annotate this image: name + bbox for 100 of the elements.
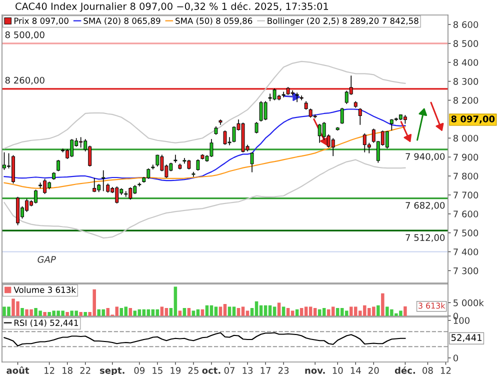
x-tick-label: 09 <box>134 367 145 374</box>
bar <box>205 305 209 316</box>
legend-label: SMA (20) 8 065,89 <box>84 18 160 25</box>
y-tick-label: 8 400 <box>453 59 478 66</box>
bar <box>43 312 46 316</box>
candlestick <box>264 100 268 121</box>
candlestick <box>56 159 60 172</box>
bar <box>174 286 178 316</box>
bar <box>187 308 191 316</box>
text: 52,441 <box>451 334 482 342</box>
candlestick <box>102 170 106 192</box>
legend-label: Bollinger (20 2,5) 8 289,20 7 842,58 <box>268 18 418 26</box>
y-tick-label: 0 <box>453 354 458 362</box>
candlestick <box>92 177 96 193</box>
bar <box>326 309 330 316</box>
bar <box>151 309 155 316</box>
x-tick-label: 19 <box>170 367 181 374</box>
bar <box>115 306 118 316</box>
bar <box>164 308 168 316</box>
bar <box>376 305 380 316</box>
bar <box>160 306 164 316</box>
x-tick-label: août <box>6 366 30 374</box>
line-series <box>4 108 406 182</box>
annotation: GAP <box>38 256 56 263</box>
bar <box>84 312 87 316</box>
y-tick-label: 7 700 <box>454 192 478 198</box>
y-tick-label: 5 000k <box>454 299 484 306</box>
candlestick <box>106 183 110 194</box>
bar <box>272 306 276 316</box>
bar <box>128 308 132 316</box>
bar <box>223 304 227 316</box>
y-tick-label: 7 300 <box>454 267 478 274</box>
x-tick-label: 12 <box>440 367 451 374</box>
bar <box>277 302 281 316</box>
bar <box>246 310 250 316</box>
bar <box>146 309 150 316</box>
line-series <box>4 332 406 346</box>
x-tick-label: déc. <box>394 366 415 374</box>
bar <box>156 309 160 316</box>
ref-line-label: 7 512,00 <box>406 234 445 242</box>
legend-label: RSI (14) 52,441 <box>14 320 78 327</box>
bar <box>232 306 236 316</box>
candlestick <box>358 108 362 126</box>
bar <box>182 308 186 316</box>
candlestick <box>196 158 200 172</box>
candlestick <box>254 122 258 134</box>
ref-line-label: 7 940,00 <box>406 153 445 161</box>
y-tick-label: 7 900 <box>454 154 478 161</box>
y-tick-label: 0 <box>453 312 458 320</box>
bar <box>322 308 326 316</box>
bar <box>133 310 137 316</box>
bar <box>404 306 407 316</box>
bar <box>264 305 268 316</box>
bar <box>66 312 69 316</box>
candlestick <box>385 130 389 149</box>
y-tick-label: 8 200 <box>453 96 478 104</box>
bar <box>290 310 294 316</box>
bar <box>196 309 200 316</box>
legend-label: SMA (50) 8 059,86 <box>176 18 252 25</box>
x-tick-label: 22 <box>80 367 90 374</box>
bar <box>318 309 322 316</box>
bar <box>178 310 182 316</box>
x-tick-label: 18 <box>62 367 72 374</box>
bar <box>124 306 128 316</box>
x-tick-label: 25 <box>188 367 198 374</box>
chart-title: CAC40 Index Journalier 8 097,00 −0,32 % 1 déc. 2025, 17:35:01 <box>16 2 328 12</box>
bar <box>300 308 304 316</box>
x-tick-label: 17 <box>260 367 271 374</box>
x-tick-label: oct. <box>202 367 220 374</box>
bar <box>79 312 82 316</box>
y-tick-label: 100 <box>454 317 470 324</box>
text: 8 097,00 <box>451 116 495 124</box>
bar <box>214 306 218 316</box>
bar <box>254 301 258 316</box>
y-tick-label: 7 600 <box>454 210 478 218</box>
line-series <box>4 159 406 238</box>
bar <box>228 306 232 316</box>
ref-line-label: 7 682,00 <box>406 202 445 210</box>
x-tick-label: 12 <box>44 367 54 374</box>
bar <box>286 308 290 316</box>
bar <box>381 293 384 316</box>
y-tick-label: 8 300 <box>453 78 478 85</box>
ref-line-label: 8 500,00 <box>5 31 44 40</box>
bar <box>192 310 196 316</box>
bar <box>268 305 272 316</box>
ref-line-label: 8 260,00 <box>5 76 44 85</box>
bar <box>259 305 263 316</box>
x-tick-label: 08 <box>422 367 433 374</box>
bar <box>210 305 214 316</box>
bar <box>313 308 317 316</box>
y-tick-label: 8 500 <box>453 40 478 47</box>
legend-label: Prix 8 097,00 <box>14 18 68 25</box>
bar <box>142 309 146 316</box>
bar <box>120 308 124 316</box>
x-tick-label: 23 <box>278 367 289 374</box>
candlestick <box>250 152 254 173</box>
x-tick-label: 10 <box>332 367 343 374</box>
x-tick-label: 07 <box>224 367 234 374</box>
bar <box>200 309 204 316</box>
bar <box>218 306 222 316</box>
